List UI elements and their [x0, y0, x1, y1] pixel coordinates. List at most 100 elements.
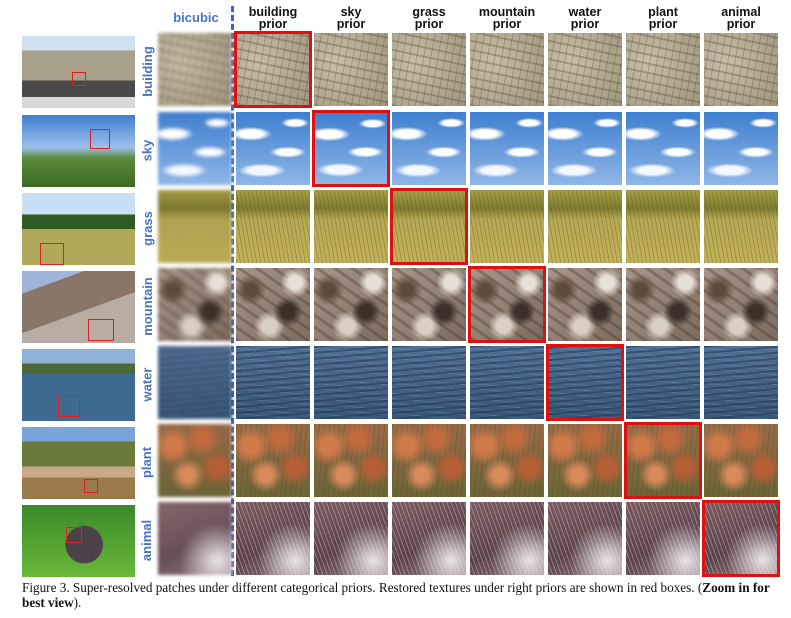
- patch-grass-sky: [314, 190, 388, 263]
- patch-sky-animal: [704, 112, 778, 185]
- column-header-line2: prior: [726, 17, 756, 31]
- source-image-sky: [22, 115, 135, 187]
- column-header-line1: mountain: [478, 5, 536, 19]
- bicubic-patch-animal: [158, 502, 232, 575]
- patch-water-mountain: [470, 346, 544, 419]
- patch-mountain-plant: [626, 268, 700, 341]
- column-header-line1: water: [568, 5, 602, 19]
- patch-water-plant: [626, 346, 700, 419]
- patch-animal-grass: [392, 502, 466, 575]
- bicubic-patch-grass: [158, 190, 232, 263]
- region-box: [90, 129, 110, 149]
- bicubic-patch-plant: [158, 424, 232, 497]
- column-header-line1: grass: [412, 5, 446, 19]
- patch-plant-animal: [704, 424, 778, 497]
- patch-building-grass: [392, 33, 466, 106]
- patch-sky-water: [548, 112, 622, 185]
- patch-grass-grass-highlighted: [390, 188, 468, 265]
- patch-water-animal: [704, 346, 778, 419]
- patch-grass-mountain: [470, 190, 544, 263]
- patch-animal-plant: [626, 502, 700, 575]
- column-header-line2: prior: [258, 17, 288, 31]
- column-header-grass: grass prior: [391, 5, 467, 31]
- patch-mountain-sky: [314, 268, 388, 341]
- source-image-animal: [22, 505, 135, 577]
- patch-animal-building: [236, 502, 310, 575]
- patch-mountain-water: [548, 268, 622, 341]
- column-header-line2: prior: [492, 17, 522, 31]
- row-label-mountain: mountain: [136, 268, 158, 344]
- row-label-grass: grass: [136, 190, 158, 266]
- patch-building-animal: [704, 33, 778, 106]
- bicubic-patch-building: [158, 33, 232, 106]
- patch-building-water: [548, 33, 622, 106]
- region-box: [58, 395, 80, 417]
- patch-sky-grass: [392, 112, 466, 185]
- column-header-building: building prior: [235, 5, 311, 31]
- patch-plant-grass: [392, 424, 466, 497]
- dashed-divider: [231, 6, 234, 576]
- source-image-water: [22, 349, 135, 421]
- row-label-building: building: [136, 33, 158, 109]
- patch-mountain-animal: [704, 268, 778, 341]
- column-header-sky: sky prior: [313, 5, 389, 31]
- patch-sky-mountain: [470, 112, 544, 185]
- column-header-plant: plant prior: [625, 5, 701, 31]
- row-label-text: plant: [139, 446, 155, 478]
- column-header-line1: plant: [648, 5, 678, 19]
- region-box: [84, 479, 98, 493]
- row-label-water: water: [136, 346, 158, 422]
- patch-grass-plant: [626, 190, 700, 263]
- patch-animal-mountain: [470, 502, 544, 575]
- row-label-plant: plant: [136, 424, 158, 500]
- patch-building-building-highlighted: [234, 31, 312, 108]
- column-header-line1: building: [248, 5, 298, 19]
- region-box: [72, 72, 86, 86]
- column-header-water: water prior: [547, 5, 623, 31]
- source-image-plant: [22, 427, 135, 499]
- row-label-text: water: [139, 367, 155, 401]
- column-header-mountain: mountain prior: [469, 5, 545, 31]
- caption-text: Figure 3. Super-resolved patches under d…: [22, 580, 703, 595]
- patch-water-sky: [314, 346, 388, 419]
- column-header-line2: prior: [414, 17, 444, 31]
- column-header-line2: prior: [570, 17, 600, 31]
- patch-water-building: [236, 346, 310, 419]
- row-label-animal: animal: [136, 502, 158, 578]
- patch-grass-building: [236, 190, 310, 263]
- caption-end: ).: [73, 595, 82, 610]
- patch-sky-plant: [626, 112, 700, 185]
- region-box: [88, 319, 114, 341]
- patch-plant-building: [236, 424, 310, 497]
- patch-plant-plant-highlighted: [624, 422, 702, 499]
- row-label-sky: sky: [136, 112, 158, 188]
- row-label-text: building: [139, 45, 155, 97]
- bicubic-patch-water: [158, 346, 232, 419]
- column-header-line1: animal: [721, 5, 761, 19]
- patch-sky-sky-highlighted: [312, 110, 390, 187]
- patch-building-sky: [314, 33, 388, 106]
- source-image-building: [22, 36, 135, 108]
- patch-animal-animal-highlighted: [702, 500, 780, 577]
- patch-plant-mountain: [470, 424, 544, 497]
- patch-sky-building: [236, 112, 310, 185]
- bicubic-patch-mountain: [158, 268, 232, 341]
- source-image-mountain: [22, 271, 135, 343]
- patch-plant-sky: [314, 424, 388, 497]
- patch-grass-water: [548, 190, 622, 263]
- patch-animal-water: [548, 502, 622, 575]
- patch-building-plant: [626, 33, 700, 106]
- column-header-line1: sky: [340, 5, 362, 19]
- bicubic-column-header: bicubic: [173, 10, 219, 25]
- bicubic-patch-sky: [158, 112, 232, 185]
- row-label-text: animal: [139, 519, 155, 561]
- row-label-text: sky: [139, 139, 155, 161]
- patch-mountain-mountain-highlighted: [468, 266, 546, 343]
- row-label-text: grass: [139, 210, 155, 246]
- patch-mountain-grass: [392, 268, 466, 341]
- column-header-animal: animal prior: [703, 5, 779, 31]
- patch-animal-sky: [314, 502, 388, 575]
- row-label-text: mountain: [139, 276, 155, 336]
- patch-water-water-highlighted: [546, 344, 624, 421]
